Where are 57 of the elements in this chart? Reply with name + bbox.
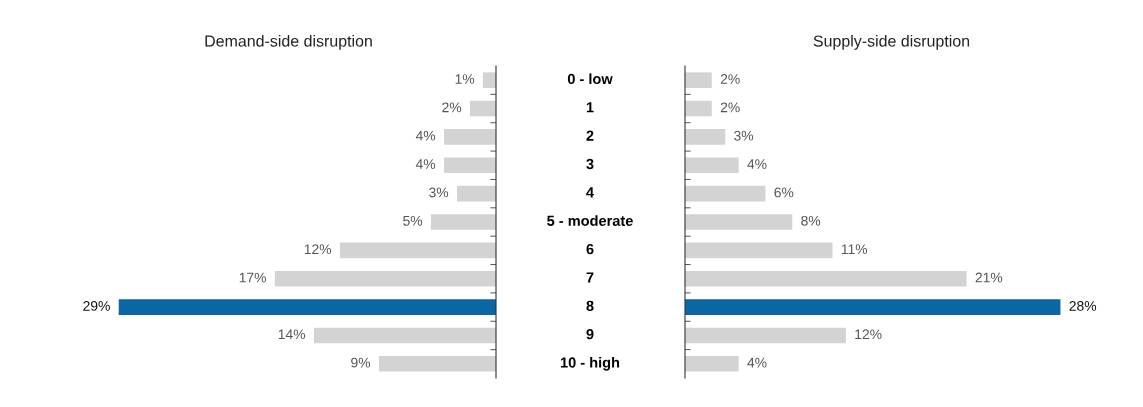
bar: [430, 214, 496, 230]
data-label: 8%: [801, 215, 821, 226]
bar: [339, 242, 496, 259]
bar: [469, 100, 496, 117]
data-label: 4%: [747, 159, 767, 169]
data-label: 9%: [351, 357, 371, 368]
bar: [685, 100, 712, 117]
bar: [685, 214, 793, 230]
bar: [443, 157, 496, 174]
bar: [482, 72, 496, 88]
data-label: 14%: [278, 329, 306, 340]
data-label: 29%: [83, 300, 110, 311]
data-label: 12%: [304, 244, 332, 255]
bar: [685, 129, 726, 145]
y-tick-label: 9: [586, 329, 594, 340]
bar: [456, 185, 496, 202]
data-label: 11%: [841, 244, 868, 255]
data-label: 3%: [734, 130, 754, 141]
data-label: 12%: [855, 329, 882, 340]
data-label: 6%: [774, 187, 794, 198]
data-label: 4%: [415, 130, 436, 141]
bar: [274, 270, 496, 287]
bar: [685, 72, 712, 88]
data-label: 2%: [720, 74, 740, 84]
bar: [685, 157, 739, 174]
bar: [378, 356, 496, 372]
y-tick-label: 8: [586, 300, 594, 312]
data-label: 2%: [720, 102, 740, 113]
data-label: 4%: [415, 159, 436, 169]
bar: [685, 270, 967, 287]
y-tick-label: 1: [586, 102, 594, 113]
data-label: 4%: [747, 357, 767, 368]
data-label: 1%: [455, 74, 475, 84]
data-label: 21%: [975, 272, 1003, 283]
bar: [313, 327, 496, 344]
data-label: 28%: [1069, 300, 1097, 311]
chart-title: Supply-side disruption: [813, 34, 970, 50]
data-label: 3%: [429, 187, 449, 198]
y-tick-label: 4: [586, 187, 594, 198]
bar: [685, 327, 846, 344]
y-tick-label: 0 - low: [567, 73, 613, 85]
bar: [443, 129, 496, 145]
bar: [685, 356, 739, 372]
y-tick-label: 2: [586, 130, 594, 141]
chart-title: Demand-side disruption: [205, 34, 372, 50]
data-label: 5%: [403, 215, 423, 226]
bar: [685, 299, 1061, 315]
y-tick-label: 10 - high: [560, 356, 620, 371]
bar: [118, 299, 496, 315]
bar: [685, 242, 833, 259]
y-tick-label: 6: [586, 243, 594, 255]
y-tick-label: 7: [586, 272, 594, 283]
bar: [685, 185, 766, 202]
data-label: 17%: [239, 272, 267, 283]
data-label: 2%: [442, 102, 462, 113]
y-tick-label: 5 - moderate: [547, 215, 633, 226]
y-tick-label: 3: [586, 158, 594, 170]
